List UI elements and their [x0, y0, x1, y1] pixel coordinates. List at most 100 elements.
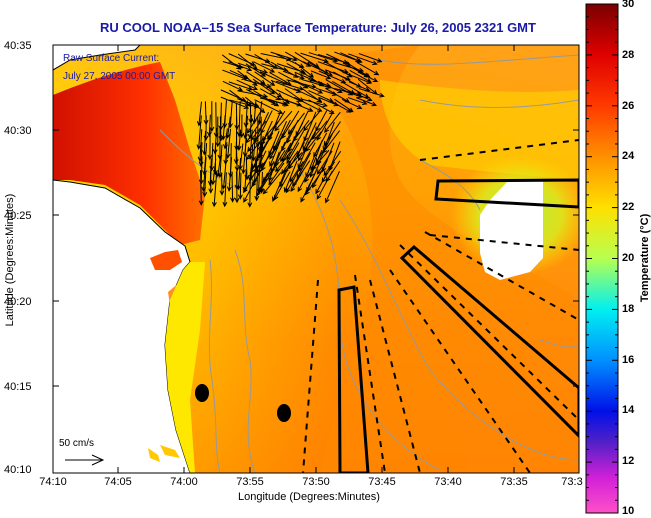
- current-arrow: [228, 61, 253, 72]
- current-arrow: [207, 129, 213, 161]
- current-arrow: [357, 71, 379, 82]
- current-arrow: [325, 160, 341, 183]
- chart-title: RU COOL NOAA–15 Sea Surface Temperature:…: [100, 20, 536, 35]
- colorbar-label: Temperature (°C): [639, 213, 651, 303]
- current-arrow: [228, 81, 254, 91]
- station-dot-2: [277, 404, 291, 422]
- x-tick-label: 74:00: [170, 476, 198, 488]
- current-arrow: [323, 121, 341, 147]
- current-arrow: [340, 52, 361, 63]
- current-arrow: [281, 110, 300, 140]
- current-arrow: [215, 156, 222, 178]
- current-arrow: [269, 140, 281, 167]
- sampling-boxes: [337, 178, 579, 473]
- current-arrow: [268, 98, 290, 107]
- current-arrow: [286, 130, 305, 161]
- y-tick-label: 40:20: [4, 296, 32, 308]
- current-arrow: [268, 130, 280, 157]
- current-arrow: [349, 69, 372, 83]
- current-arrow: [287, 112, 305, 135]
- x-tick-label: 73:35: [500, 476, 528, 488]
- colorbar-tick-label: 20: [622, 252, 635, 264]
- current-arrow: [316, 110, 334, 141]
- current-arrow: [234, 171, 240, 204]
- current-legend-line2: July 27, 2005 00:00 GMT: [63, 71, 176, 82]
- sampling-box-south: [337, 285, 370, 473]
- current-arrow: [251, 140, 269, 170]
- current-arrow: [293, 79, 324, 94]
- current-arrow: [284, 71, 305, 80]
- current-arrow: [245, 121, 262, 144]
- map-plot-area: [53, 45, 579, 473]
- scale-arrow: [65, 454, 105, 466]
- current-arrow: [196, 115, 202, 150]
- scale-arrow-label: 50 cm/s: [59, 438, 95, 449]
- current-arrow: [222, 61, 244, 69]
- current-arrow: [294, 51, 320, 68]
- current-arrow: [322, 130, 341, 154]
- current-arrow: [324, 111, 341, 133]
- current-arrow: [198, 170, 204, 206]
- current-arrow: [274, 110, 293, 132]
- current-arrow: [270, 51, 298, 62]
- current-arrow: [311, 120, 328, 140]
- colorbar-tick-label: 14: [622, 404, 635, 416]
- current-arrow: [245, 141, 261, 161]
- current-arrow: [321, 161, 336, 183]
- current-arrow: [334, 98, 354, 113]
- x-tick-label: 73:3: [561, 476, 583, 488]
- x-tick-marks: [117, 45, 515, 473]
- y-tick-label: 40:10: [4, 464, 32, 476]
- current-arrow: [243, 115, 249, 140]
- current-arrow: [305, 131, 322, 152]
- x-tick-label: 74:10: [39, 476, 67, 488]
- current-arrow: [261, 121, 279, 142]
- current-arrow: [313, 132, 328, 158]
- x-tick-label: 74:05: [104, 476, 132, 488]
- current-arrow: [236, 157, 242, 191]
- y-tick-label: 40:25: [4, 210, 32, 222]
- current-arrow: [236, 79, 259, 91]
- current-arrow: [230, 171, 235, 203]
- current-arrow: [219, 172, 225, 196]
- current-arrow: [341, 98, 363, 110]
- colorbar-tick-label: 26: [622, 100, 635, 112]
- current-arrow: [325, 87, 351, 103]
- current-arrow: [289, 161, 304, 183]
- current-arrow: [226, 157, 233, 192]
- current-arrow: [275, 151, 292, 173]
- current-arrow: [273, 171, 291, 201]
- current-arrow: [293, 96, 323, 112]
- current-arrow: [303, 111, 317, 143]
- current-arrow: [317, 132, 334, 166]
- current-arrow: [286, 142, 300, 165]
- current-arrow: [355, 97, 378, 107]
- x-axis-label: Longitude (Degrees:Minutes): [238, 491, 380, 503]
- current-arrow: [253, 61, 276, 73]
- current-arrow: [303, 110, 321, 132]
- current-arrow: [270, 149, 286, 173]
- y-tick-marks: [53, 129, 579, 387]
- colorbar-tick-label: 10: [622, 505, 635, 517]
- current-arrow: [220, 115, 226, 141]
- current-arrow: [202, 172, 208, 198]
- colorbar-tick-label: 30: [622, 0, 635, 10]
- dashed-lines: [302, 139, 579, 473]
- current-arrow: [211, 171, 218, 208]
- current-arrow: [260, 110, 273, 135]
- current-arrow: [316, 150, 333, 175]
- current-arrow: [348, 90, 373, 102]
- current-arrow: [210, 158, 217, 186]
- y-tick-label: 40:35: [4, 40, 32, 52]
- land-mass-north: [53, 45, 141, 71]
- current-arrow: [311, 149, 330, 171]
- y-axis-label: Latitude (Degrees:Minutes): [4, 193, 16, 327]
- current-arrow: [347, 97, 368, 106]
- current-arrow: [285, 169, 300, 194]
- current-arrow: [246, 110, 262, 134]
- current-arrow: [310, 70, 332, 80]
- current-arrow: [253, 90, 280, 107]
- sampling-box-southeast: [399, 244, 579, 439]
- current-arrow: [244, 96, 266, 114]
